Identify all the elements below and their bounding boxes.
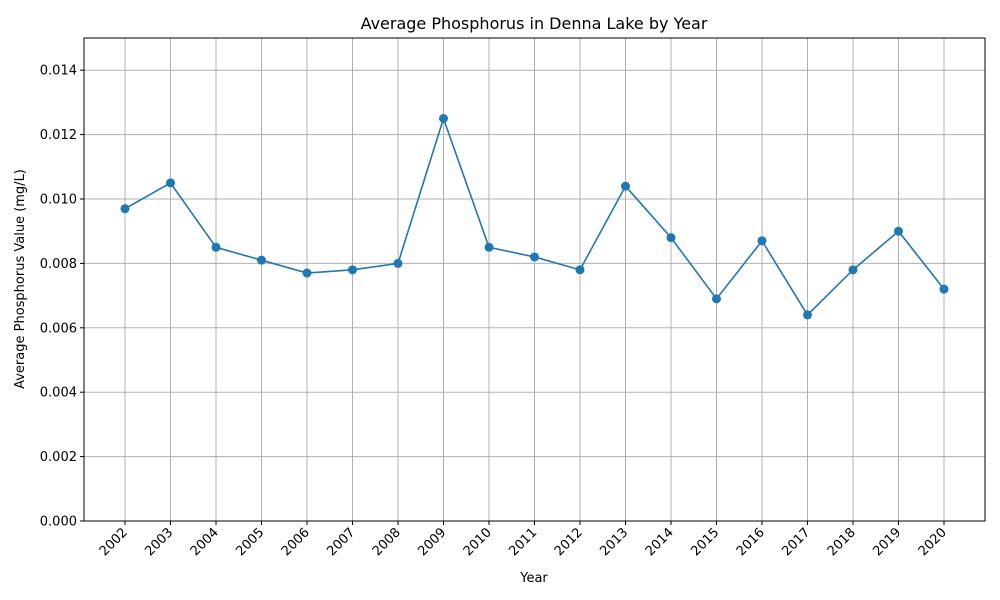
x-tick-label: 2012 (552, 525, 586, 559)
x-tick-label: 2015 (688, 525, 722, 559)
data-point (530, 252, 539, 262)
y-tick-label: 0.006 (40, 321, 77, 336)
data-point (120, 204, 130, 214)
x-tick-label: 2006 (279, 525, 313, 559)
x-tick-label: 2018 (825, 525, 859, 559)
data-point (484, 242, 494, 252)
x-tick-label: 2017 (779, 525, 813, 559)
x-tick-label: 2013 (597, 525, 631, 559)
data-point (348, 265, 357, 275)
y-tick-label: 0.010 (40, 193, 77, 208)
data-point (166, 178, 175, 188)
data-point (393, 258, 403, 268)
y-axis: 0.000 0.002 0.004 0.006 0.008 0.010 0.012 0.014 (40, 64, 84, 530)
x-tick-label: 2010 (461, 525, 495, 559)
x-tick-label: 2009 (415, 525, 449, 559)
y-tick-label: 0.000 (40, 515, 77, 530)
chart-title: Average Phosphorus in Denna Lake by Year (361, 14, 708, 33)
x-tick-label: 2003 (142, 525, 176, 559)
x-tick-label: 2011 (506, 525, 540, 559)
data-point (848, 265, 858, 275)
data-point (894, 226, 903, 236)
series-layer (120, 114, 949, 320)
x-tick-label: 2007 (324, 525, 358, 559)
data-point (757, 236, 767, 246)
data-point (712, 294, 721, 304)
data-point (211, 242, 221, 252)
plot-frame (83, 37, 986, 522)
grid-layer (84, 38, 985, 522)
data-point (575, 265, 585, 275)
data-point (621, 181, 630, 191)
x-axis-label: Year (519, 571, 548, 586)
data-point (257, 255, 266, 265)
y-tick-label: 0.012 (40, 128, 77, 143)
data-point (803, 310, 812, 320)
x-tick-label: 2008 (370, 525, 404, 559)
y-axis-label: Average Phosphorus Value (mg/L) (13, 169, 28, 389)
data-point (439, 114, 448, 123)
x-tick-label: 2005 (233, 525, 267, 559)
x-tick-label: 2004 (188, 525, 222, 559)
x-tick-label: 2020 (916, 525, 950, 559)
x-axis: 2002 2003 2004 2005 2006 2007 2008 2009 2010 2011… (97, 521, 950, 559)
x-tick-label: 2019 (870, 525, 904, 559)
data-point (302, 268, 312, 278)
y-tick-label: 0.004 (40, 386, 77, 401)
y-tick-label: 0.008 (40, 257, 77, 272)
x-tick-label: 2016 (734, 525, 768, 559)
y-tick-label: 0.014 (40, 64, 77, 79)
x-tick-label: 2014 (643, 525, 677, 559)
data-point (939, 284, 949, 294)
data-point (666, 233, 676, 243)
y-tick-label: 0.002 (40, 450, 77, 465)
x-tick-label: 2002 (97, 525, 131, 559)
